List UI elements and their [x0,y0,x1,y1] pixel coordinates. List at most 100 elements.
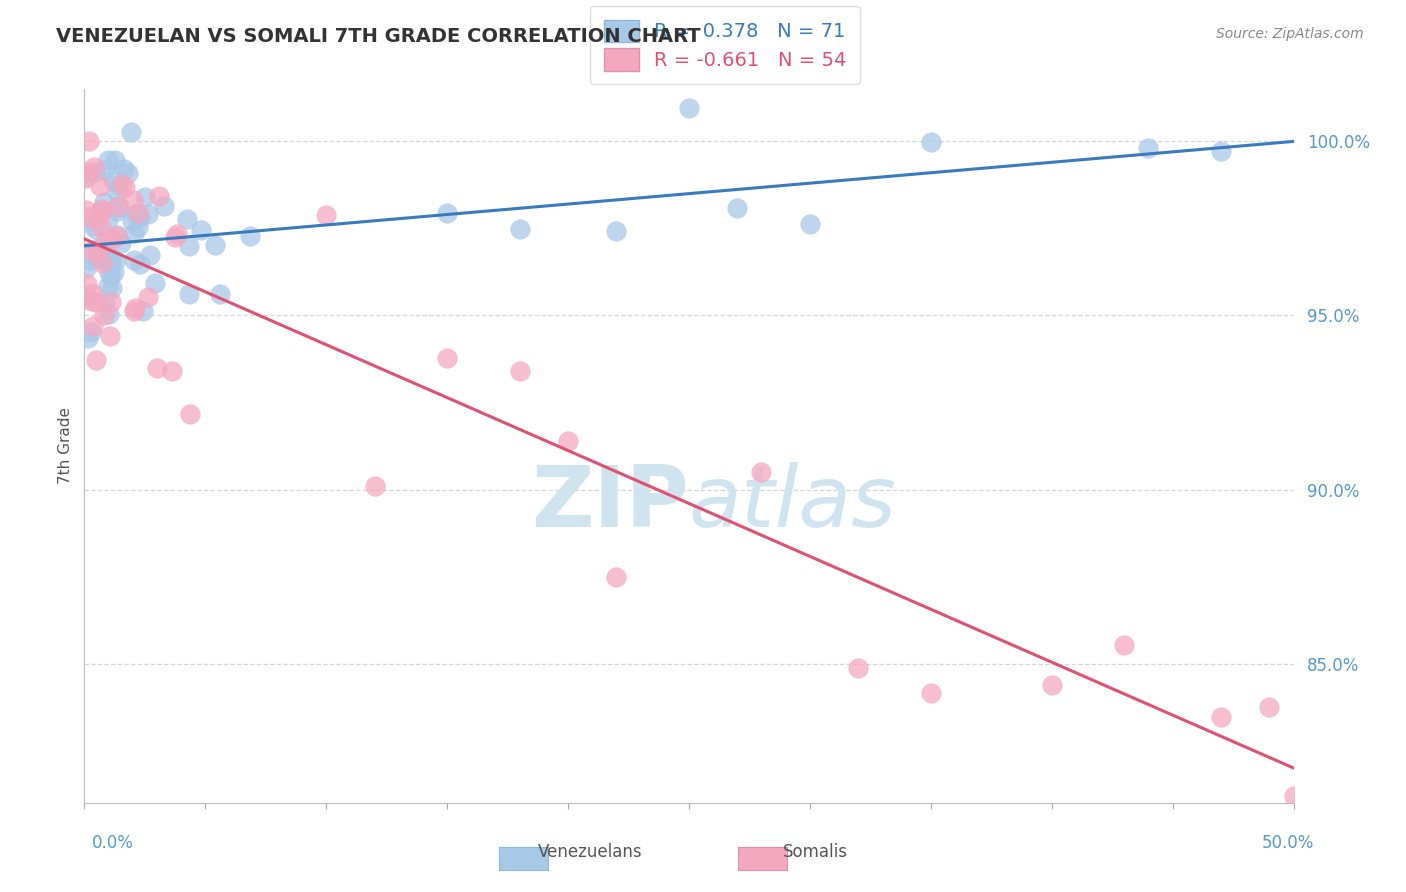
Point [100,269,122,284]
Point [1282,789,1305,803]
Point [751,465,773,479]
Point [93,162,115,177]
Text: VENEZUELAN VS SOMALI 7TH GRADE CORRELATION CHART: VENEZUELAN VS SOMALI 7TH GRADE CORRELATI… [56,27,700,45]
Point [125,207,148,221]
Point [136,206,159,220]
Point [179,407,201,421]
Point [96,279,118,293]
Point [84,295,107,310]
Point [132,304,155,318]
Text: Source: ZipAtlas.com: Source: ZipAtlas.com [1216,27,1364,41]
Point [100,294,122,309]
Point [1040,678,1063,692]
Point [97,264,120,278]
Point [120,125,142,139]
Point [436,351,458,365]
Point [143,276,166,290]
Point [1209,710,1232,724]
Point [93,252,115,266]
Point [124,301,146,315]
Point [79,325,101,339]
Point [82,318,104,333]
Point [799,218,821,232]
Point [605,570,627,584]
Point [122,253,145,268]
Point [436,206,458,220]
Point [83,165,105,179]
Point [97,213,120,227]
Point [100,251,122,265]
Point [177,239,200,253]
Point [127,219,149,234]
Point [77,210,100,224]
Point [84,353,107,368]
Point [557,434,579,449]
Point [82,244,104,258]
Point [114,180,136,194]
Point [93,308,115,322]
Point [98,328,121,343]
Point [105,229,128,244]
Point [89,252,111,267]
Text: 50.0%: 50.0% [1263,834,1315,852]
Point [1137,140,1160,154]
Point [678,102,700,116]
Point [80,285,103,300]
Point [110,236,132,251]
Point [84,211,107,226]
Text: Venezuelans: Venezuelans [538,843,643,861]
Point [509,363,531,377]
Point [148,189,170,203]
Point [103,153,125,168]
Point [111,178,134,192]
Point [93,194,115,209]
Point [920,686,942,700]
Point [101,281,124,295]
Point [239,229,262,244]
Legend: R =  0.378   N = 71, R = -0.661   N = 54: R = 0.378 N = 71, R = -0.661 N = 54 [591,6,860,84]
Point [204,238,226,252]
Point [87,241,110,255]
Point [134,190,156,204]
Point [105,204,128,219]
Point [94,295,117,310]
Point [128,257,150,271]
Point [509,222,531,236]
Point [82,219,104,233]
Point [107,178,129,192]
Point [103,265,125,279]
Text: atlas: atlas [689,461,897,545]
Point [77,135,100,149]
Point [1209,145,1232,159]
Point [90,220,112,235]
Point [124,226,146,240]
Point [605,225,627,239]
Point [315,208,337,222]
Point [76,277,98,291]
Point [89,178,111,193]
Point [846,661,869,675]
Point [83,160,105,174]
Point [90,204,112,219]
Point [101,173,124,187]
Point [121,214,143,228]
Point [105,185,128,199]
Point [84,221,107,235]
Point [97,153,120,168]
Point [1258,699,1281,714]
Point [98,307,121,321]
Point [152,199,174,213]
Point [83,247,105,261]
Point [363,478,385,492]
Point [725,202,748,216]
Point [160,364,183,378]
Point [107,199,129,213]
Point [176,211,198,226]
Point [122,304,145,318]
Point [76,165,98,179]
Point [101,232,124,246]
Text: 0.0%: 0.0% [91,834,134,852]
Text: ZIP: ZIP [531,461,689,545]
Point [76,245,98,260]
Point [90,256,112,270]
